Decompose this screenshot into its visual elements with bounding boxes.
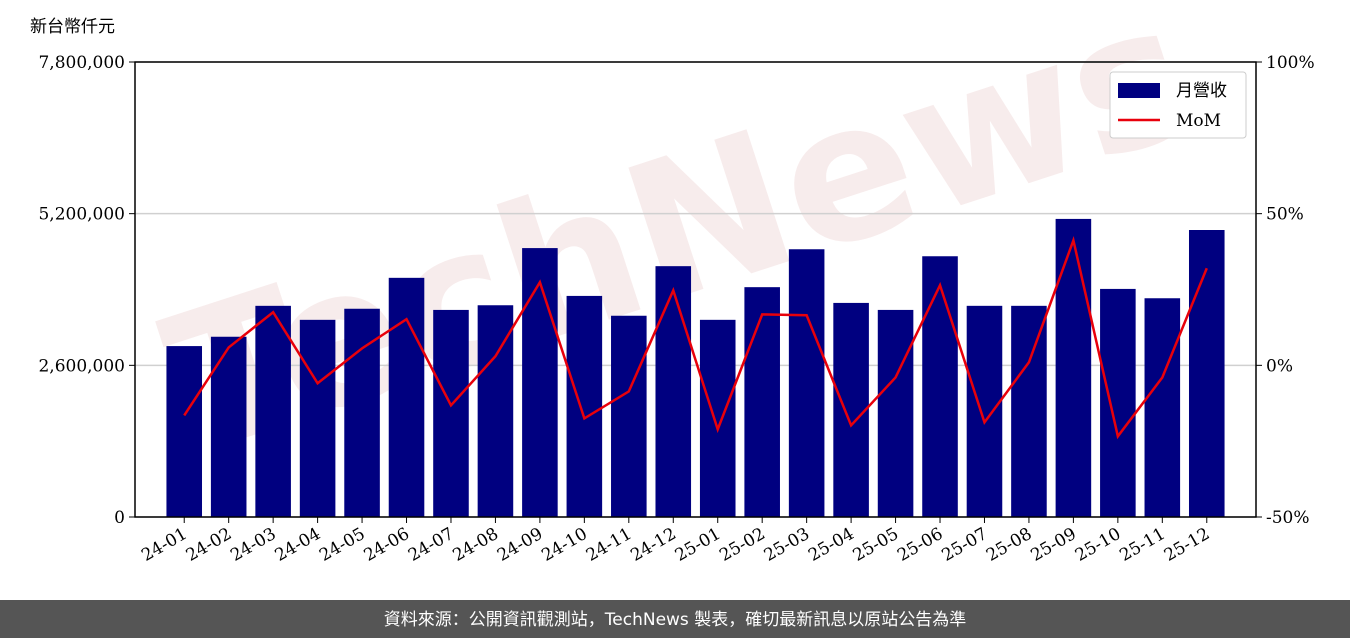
x-tick-label: 24-04 <box>272 524 324 566</box>
legend-label: 月營收 <box>1176 81 1227 101</box>
bar <box>699 319 736 517</box>
bar <box>477 305 514 517</box>
bar <box>1055 218 1092 517</box>
bar <box>1144 298 1181 517</box>
bar <box>166 346 203 517</box>
x-tick-label: 25-04 <box>805 524 857 566</box>
x-tick-label: 25-01 <box>672 524 724 566</box>
x-tick-label: 24-12 <box>627 524 679 566</box>
x-tick-label: 25-12 <box>1161 524 1213 566</box>
x-tick-label: 24-11 <box>583 524 635 566</box>
y-tick-label: 5,200,000 <box>38 205 125 225</box>
bar <box>611 315 647 517</box>
x-tick-label: 25-08 <box>983 524 1035 566</box>
bar <box>210 336 247 517</box>
x-tick-label: 25-11 <box>1116 524 1168 566</box>
footer-bar <box>0 600 1350 638</box>
x-tick-label: 25-03 <box>761 524 813 566</box>
x-tick-label: 25-07 <box>939 524 991 566</box>
bar <box>388 277 425 517</box>
x-tick-label: 24-10 <box>538 524 590 566</box>
x-tick-label: 24-01 <box>138 524 190 566</box>
mom-line <box>183 235 1208 440</box>
bar <box>655 266 692 517</box>
y2-tick-label: 0% <box>1266 356 1293 376</box>
footer-text: 資料來源：公開資訊觀測站，TechNews 製表，確切最新訊息以原站公告為準 <box>384 610 966 630</box>
legend-label: MoM <box>1176 111 1221 131</box>
bar <box>922 256 958 517</box>
x-tick-label: 24-05 <box>316 524 368 566</box>
y2-tick-label: 100% <box>1266 53 1315 73</box>
y2-tick-label: -50% <box>1266 508 1310 528</box>
y-axis-unit: 新台幣仟元 <box>30 17 115 37</box>
bar <box>1011 305 1047 517</box>
x-tick-label: 24-09 <box>494 524 546 566</box>
bar <box>299 319 336 517</box>
bar <box>566 295 603 517</box>
plot-frame <box>134 61 1257 518</box>
bar <box>255 305 291 517</box>
x-tick-label: 25-05 <box>850 524 902 566</box>
bar <box>522 248 558 518</box>
legend-swatch <box>1118 83 1160 98</box>
x-tick-label: 24-08 <box>449 524 501 566</box>
x-tick-label: 24-06 <box>361 524 413 566</box>
bar <box>833 302 869 517</box>
y2-tick-label: 50% <box>1266 205 1304 225</box>
x-tick-label: 24-07 <box>405 524 457 566</box>
x-tick-label: 24-03 <box>227 524 279 566</box>
x-tick-label: 25-06 <box>894 524 946 566</box>
x-tick-label: 24-02 <box>183 524 235 566</box>
bar <box>1100 288 1136 517</box>
bar <box>433 309 469 517</box>
bar <box>344 308 380 517</box>
bar <box>788 249 825 517</box>
x-tick-label: 25-09 <box>1027 524 1079 566</box>
y-tick-label: 7,800,000 <box>38 53 125 73</box>
bar <box>1188 230 1225 517</box>
y-tick-label: 0 <box>114 508 125 528</box>
bar <box>744 287 780 517</box>
bar <box>966 305 1003 517</box>
bar <box>877 309 914 517</box>
x-tick-label: 25-10 <box>1072 524 1124 566</box>
x-tick-label: 25-02 <box>716 524 768 566</box>
y-tick-label: 2,600,000 <box>38 356 125 376</box>
